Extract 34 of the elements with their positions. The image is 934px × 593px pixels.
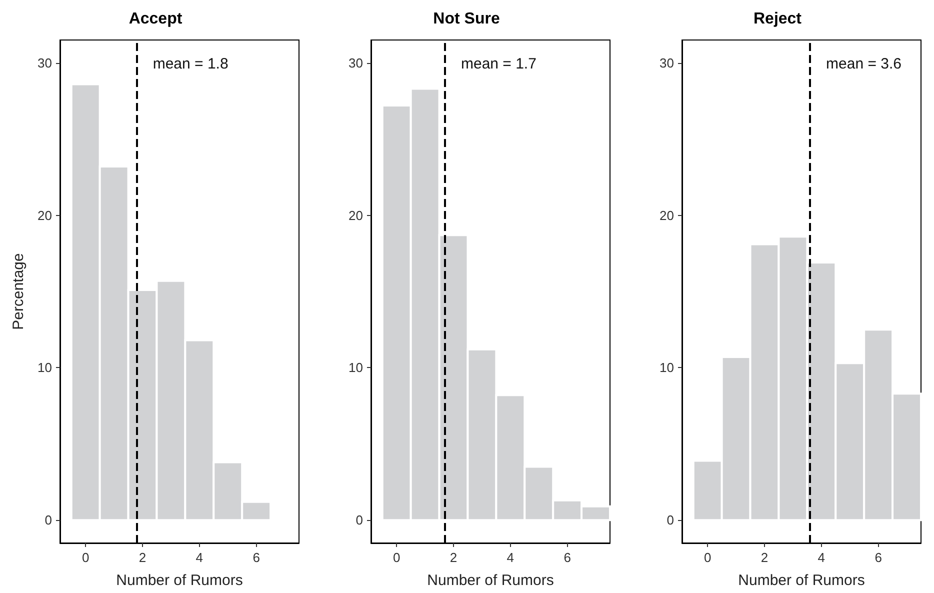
chart-title: Accept (128, 10, 183, 28)
y-tick-label: 0 (44, 512, 52, 528)
y-tick-label: 30 (660, 55, 674, 70)
x-tick-label: 0 (392, 550, 400, 565)
x-axis-title: Number of Rumors (116, 572, 243, 589)
ref-line-label: mean = 1.8 (152, 56, 228, 72)
y-tick-label: 20 (660, 208, 674, 223)
y-tick-label: 30 (38, 55, 52, 70)
x-tick-label: 4 (196, 550, 204, 565)
y-tick-label: 30 (348, 55, 363, 70)
x-tick-label: 4 (818, 550, 826, 565)
x-axis-title: Number of Rumors (738, 572, 865, 589)
ref-line-label: mean = 3.6 (826, 56, 902, 72)
x-tick-label: 0 (704, 550, 712, 565)
y-tick-label: 10 (660, 360, 674, 376)
x-tick-label: 6 (874, 550, 882, 565)
y-tick-label: 0 (356, 512, 363, 528)
chart-title: Reject (753, 10, 802, 28)
ref-line-label: mean = 1.7 (460, 56, 536, 72)
y-tick-label: 20 (348, 208, 363, 223)
y-tick-label: 10 (348, 360, 363, 376)
y-tick-label: 10 (38, 360, 52, 376)
x-tick-label: 6 (252, 550, 260, 565)
y-tick-label: 0 (666, 512, 674, 528)
x-tick-label: 2 (138, 550, 146, 565)
y-tick-label: 20 (38, 208, 52, 223)
y-axis-title: Percentage (10, 253, 27, 330)
x-tick-label: 4 (506, 550, 514, 565)
x-tick-label: 2 (450, 550, 458, 565)
x-tick-label: 6 (564, 550, 571, 565)
x-tick-label: 0 (82, 550, 90, 565)
x-tick-label: 2 (760, 550, 768, 565)
x-axis-title: Number of Rumors (427, 572, 554, 589)
chart-title: Not Sure (433, 10, 500, 28)
